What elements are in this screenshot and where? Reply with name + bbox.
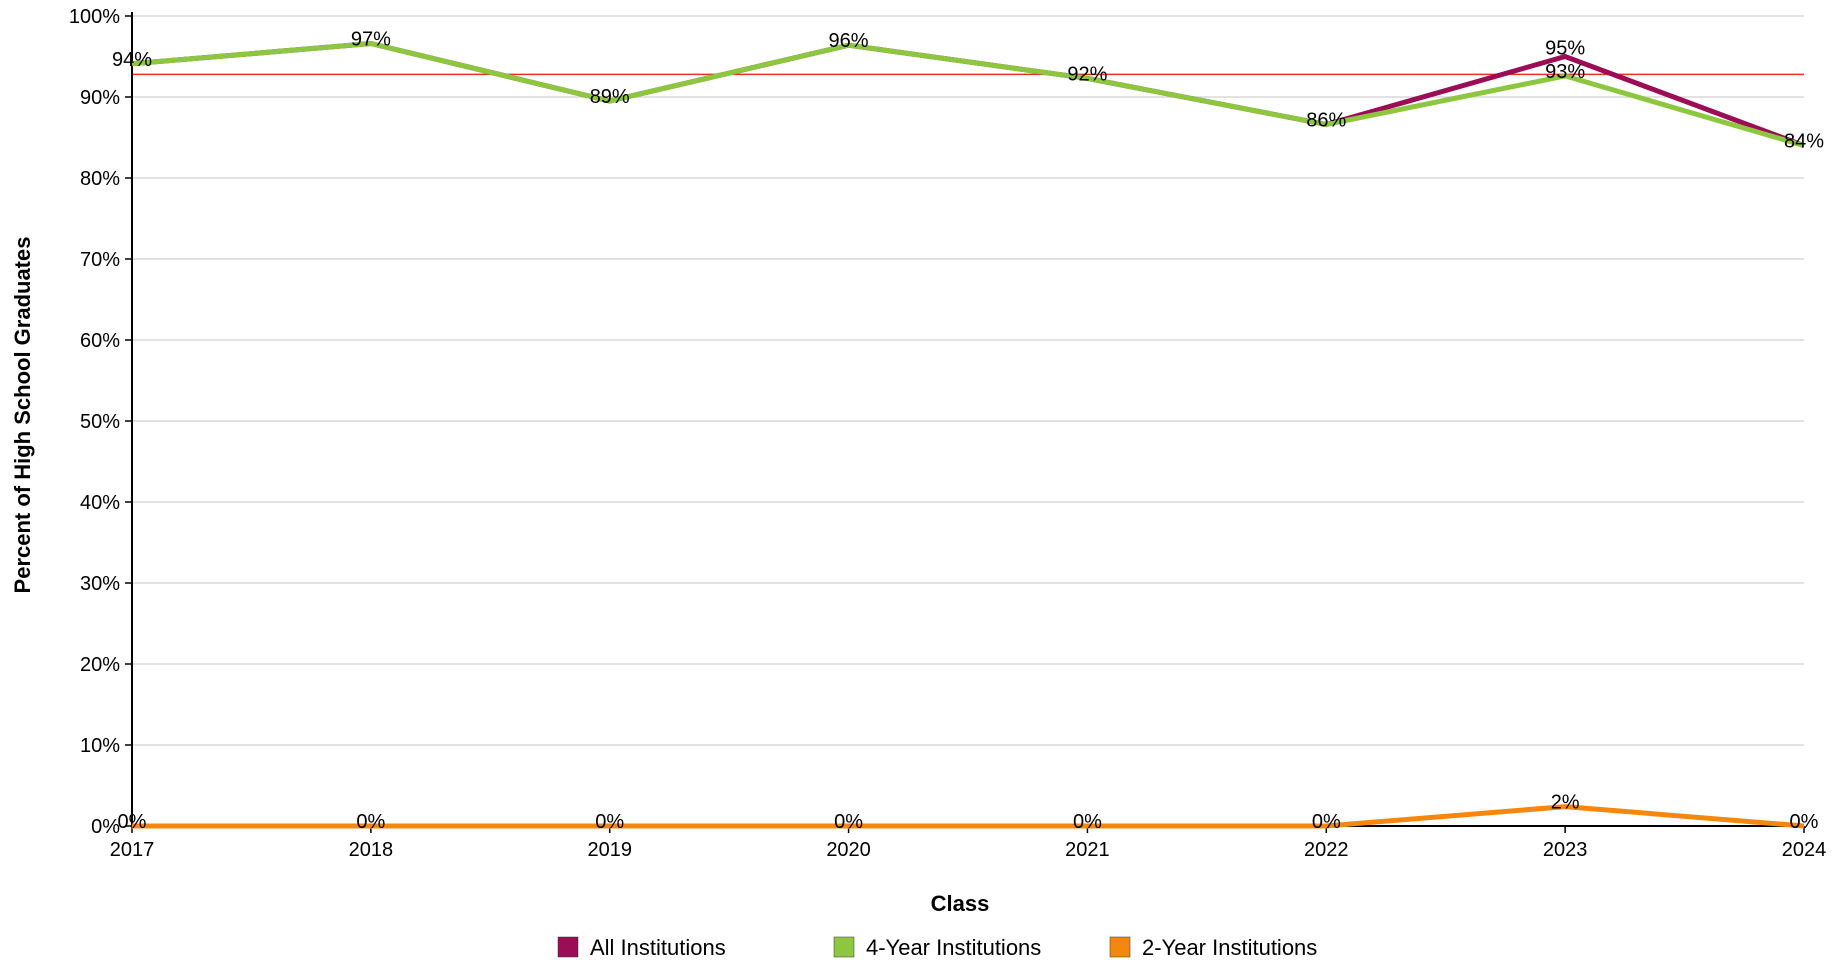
x-tick-label: 2022: [1304, 839, 1349, 861]
data-label: 93%: [1545, 61, 1585, 83]
data-label: 2%: [1551, 792, 1580, 814]
y-tick-label: 50%: [80, 411, 120, 433]
y-tick-label: 40%: [80, 492, 120, 514]
data-label: 0%: [595, 811, 624, 833]
data-label: 89%: [590, 86, 630, 108]
series-lines: [131, 40, 1805, 829]
series-line-2-year-institutions: [132, 804, 1805, 829]
x-tick-label: 2019: [587, 839, 632, 861]
data-label: 0%: [1073, 811, 1102, 833]
data-label: 95%: [1545, 38, 1585, 60]
y-axis-title: Percent of High School Graduates: [10, 237, 35, 594]
data-label: 0%: [356, 811, 385, 833]
legend-swatch: [1109, 936, 1131, 958]
y-tick-label: 80%: [80, 168, 120, 190]
y-tick-label: 30%: [80, 573, 120, 595]
y-tick-label: 0%: [91, 816, 120, 838]
data-label: 0%: [1312, 811, 1341, 833]
y-tick-label: 90%: [80, 87, 120, 109]
data-label: 0%: [834, 811, 863, 833]
x-tick-label: 2017: [110, 839, 155, 861]
legend-item: All Institutions: [557, 935, 726, 960]
y-tick-label: 60%: [80, 330, 120, 352]
legend-label: 2-Year Institutions: [1142, 935, 1317, 960]
data-label: 86%: [1306, 110, 1346, 132]
grid-lines: [132, 15, 1804, 746]
x-tick-label: 2018: [349, 839, 394, 861]
data-label: 84%: [1784, 131, 1824, 153]
legend-swatch: [833, 936, 855, 958]
series-line-4-year-institutions: [131, 40, 1805, 148]
y-tick-label: 10%: [80, 735, 120, 757]
y-tick-label: 100%: [69, 6, 120, 28]
data-label: 94%: [112, 49, 152, 71]
x-axis-title: Class: [931, 891, 990, 916]
data-label: 97%: [351, 29, 391, 51]
data-label: 92%: [1067, 63, 1107, 85]
x-tick-label: 2021: [1065, 839, 1110, 861]
data-label: 0%: [118, 811, 147, 833]
legend-swatch: [557, 936, 579, 958]
legend-label: All Institutions: [590, 935, 726, 960]
legend-label: 4-Year Institutions: [866, 935, 1041, 960]
x-tick-label: 2020: [826, 839, 871, 861]
data-label: 96%: [829, 30, 869, 52]
y-tick-label: 20%: [80, 654, 120, 676]
legend-item: 2-Year Institutions: [1109, 935, 1317, 960]
x-tick-label: 2023: [1543, 839, 1588, 861]
legend: All Institutions 4-Year Institutions 2-Yea…: [557, 935, 1317, 960]
x-tick-label: 2024: [1782, 839, 1827, 861]
axes: 0% 10% 20% 30% 40% 50% 60% 70% 80% 90% 100% 2017 201…: [69, 6, 1826, 861]
y-tick-label: 70%: [80, 249, 120, 271]
data-label: 0%: [1790, 811, 1819, 833]
data-labels: 94% 97% 89% 96% 92% 86% 93% 84% 0% 0% 0% 0% 0% 0% 2% 0%…: [112, 29, 1824, 833]
legend-item: 4-Year Institutions: [833, 935, 1041, 960]
